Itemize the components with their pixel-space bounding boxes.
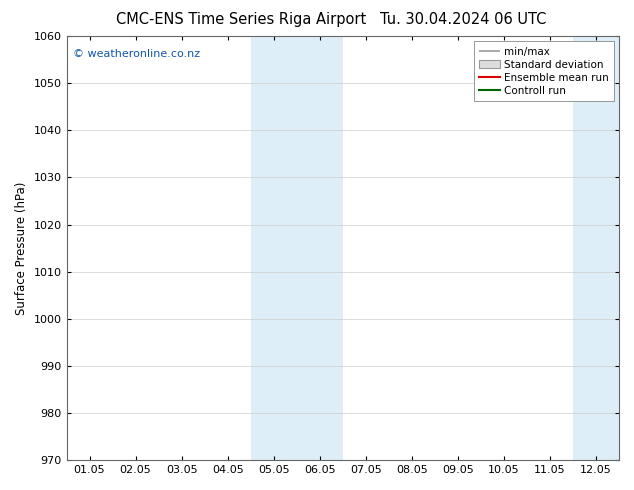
Legend: min/max, Standard deviation, Ensemble mean run, Controll run: min/max, Standard deviation, Ensemble me… <box>474 41 614 101</box>
Y-axis label: Surface Pressure (hPa): Surface Pressure (hPa) <box>15 181 28 315</box>
Text: CMC-ENS Time Series Riga Airport: CMC-ENS Time Series Riga Airport <box>116 12 366 27</box>
Text: © weatheronline.co.nz: © weatheronline.co.nz <box>73 49 200 59</box>
Text: Tu. 30.04.2024 06 UTC: Tu. 30.04.2024 06 UTC <box>380 12 546 27</box>
Bar <box>573 36 630 460</box>
Bar <box>250 36 343 460</box>
